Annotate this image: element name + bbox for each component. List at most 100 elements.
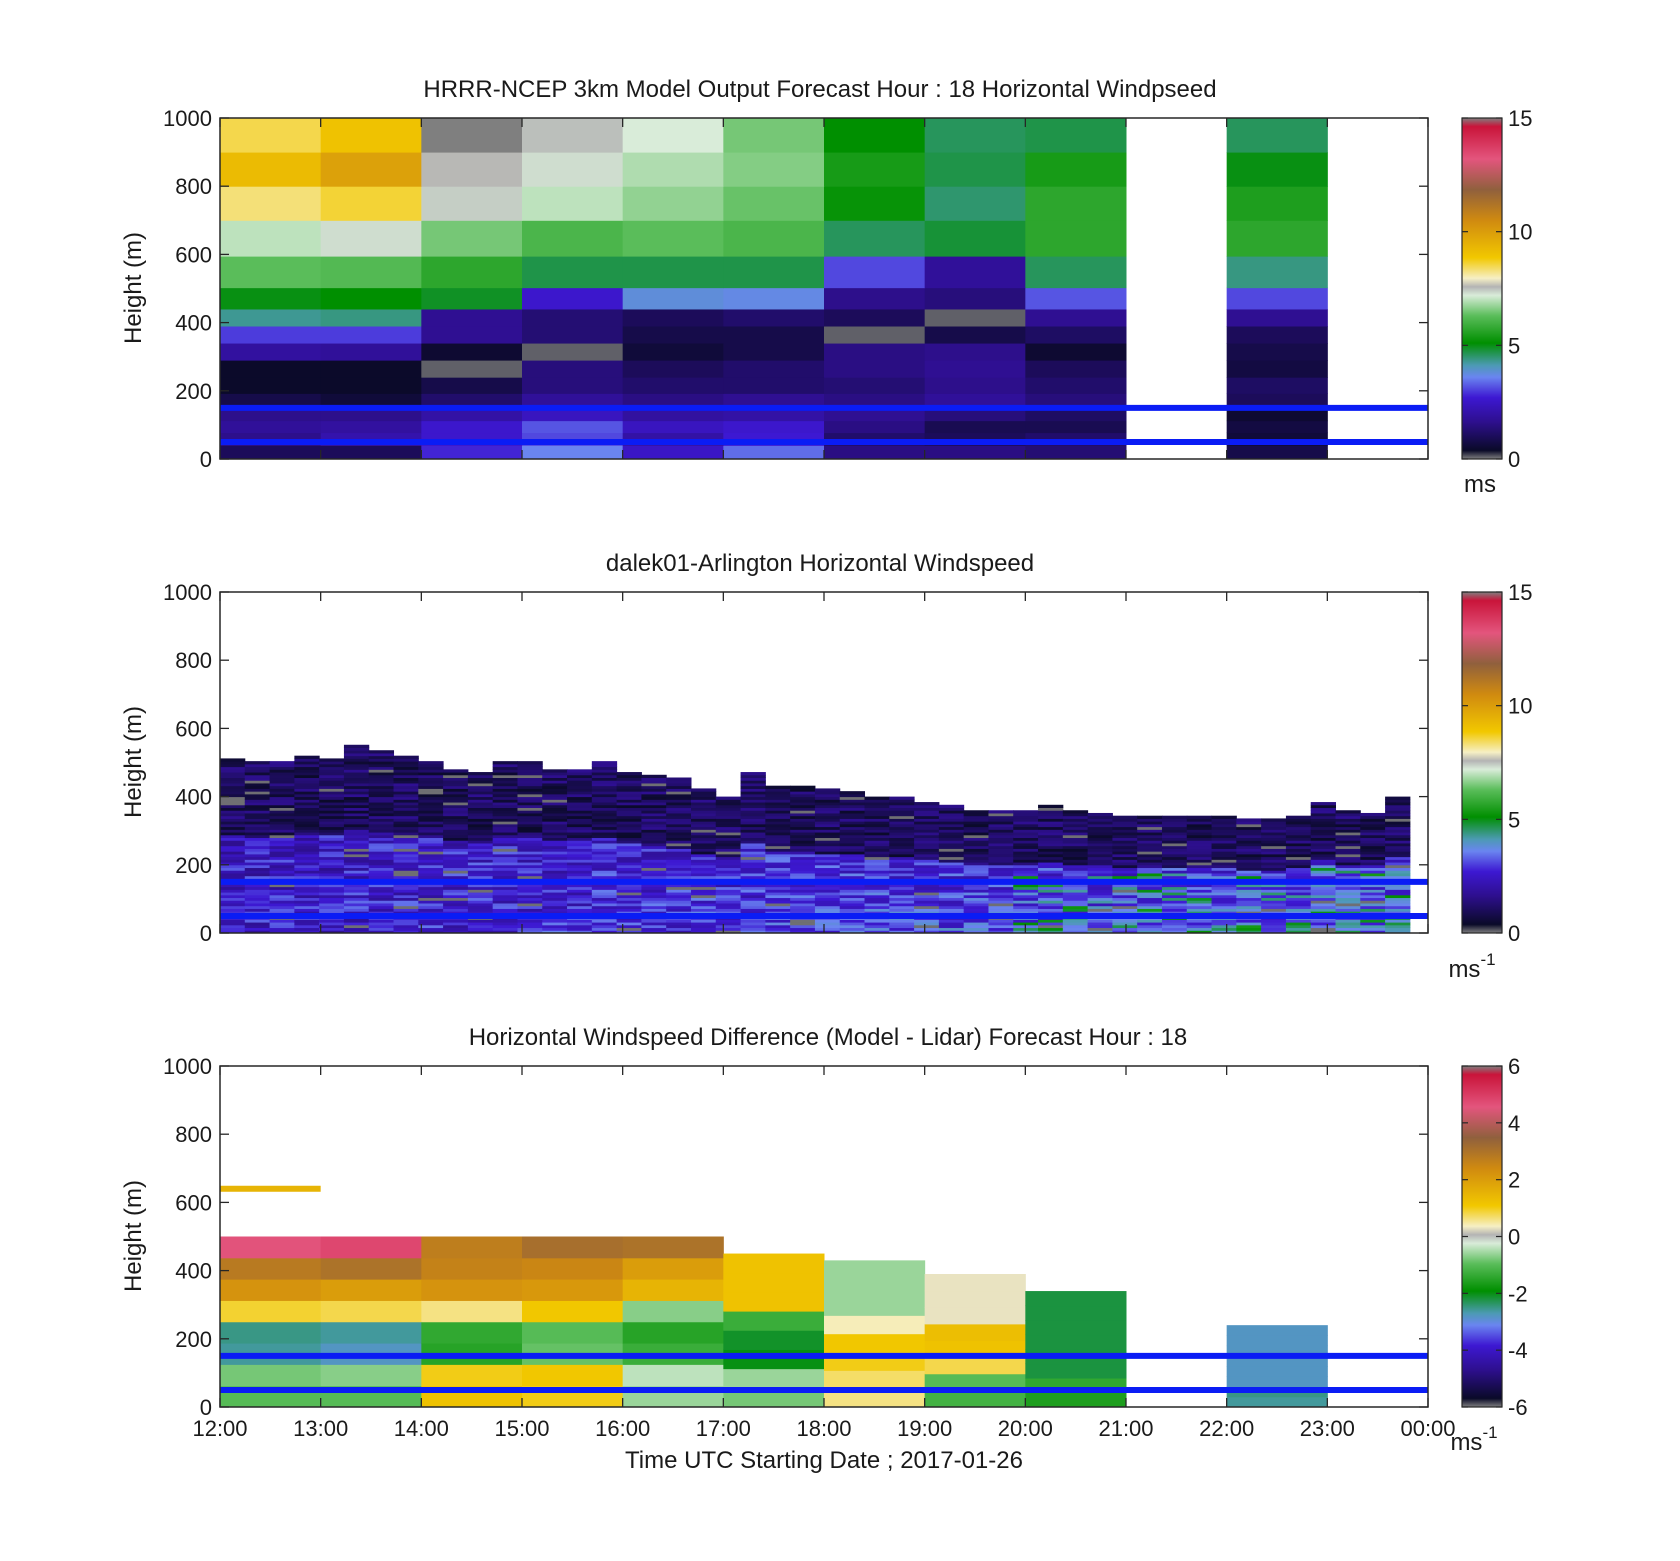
lidar-cell — [914, 870, 940, 874]
lidar-cell — [1137, 845, 1163, 849]
lidar-cell — [492, 769, 518, 773]
lidar-cell — [443, 840, 469, 844]
lidar-cell — [220, 763, 246, 768]
lidar-cell — [1137, 848, 1163, 852]
x-tick-label: 14:00 — [394, 1416, 449, 1441]
lidar-cell — [244, 796, 271, 800]
lidar-cell — [492, 911, 518, 915]
lidar-cell — [393, 774, 419, 779]
lidar-cell — [294, 905, 320, 909]
lidar-cell — [517, 859, 543, 863]
lidar-cell — [591, 859, 618, 863]
lidar-cell — [343, 927, 370, 931]
lidar-cell — [765, 840, 791, 844]
lidar-cell — [1385, 851, 1411, 855]
lidar-cell — [591, 823, 618, 828]
lidar-cell — [814, 889, 841, 893]
lidar-cell — [1087, 845, 1113, 849]
model-cell — [924, 326, 1026, 344]
model-cell — [622, 220, 724, 257]
lidar-cell — [839, 924, 866, 929]
lidar-cell — [591, 848, 618, 852]
lidar-cell — [1161, 834, 1188, 839]
lidar-cell — [1013, 862, 1039, 866]
lidar-cell — [914, 872, 940, 877]
lidar-cell — [666, 780, 692, 784]
lidar-cell — [616, 886, 642, 890]
lidar-cell — [839, 897, 866, 901]
lidar-cell — [1310, 810, 1337, 814]
lidar-cell — [343, 900, 370, 904]
panel-2-ref-lines — [220, 878, 1428, 919]
lidar-cell — [1137, 889, 1163, 893]
lidar-cell — [1186, 922, 1213, 926]
colorbar-tick-label: 5 — [1508, 333, 1520, 358]
lidar-cell — [1261, 886, 1287, 890]
lidar-cell — [790, 845, 816, 849]
lidar-cell — [616, 818, 642, 822]
lidar-cell — [1062, 832, 1089, 836]
lidar-cell — [914, 802, 940, 806]
difference-cell — [320, 1236, 422, 1259]
lidar-cell — [765, 856, 791, 860]
lidar-cell — [1211, 889, 1237, 893]
lidar-cell — [1087, 886, 1113, 890]
lidar-cell — [938, 821, 965, 825]
lidar-cell — [1236, 832, 1262, 836]
lidar-cell — [1087, 897, 1113, 901]
lidar-cell — [244, 900, 271, 904]
lidar-cell — [1112, 902, 1138, 907]
lidar-cell — [864, 900, 890, 904]
lidar-cell — [319, 799, 345, 803]
lidar-cell — [765, 788, 791, 792]
lidar-cell — [418, 802, 444, 806]
lidar-cell — [889, 872, 915, 877]
lidar-cell — [814, 818, 841, 822]
lidar-cell — [294, 829, 320, 833]
lidar-cell — [1112, 840, 1138, 844]
lidar-cell — [1137, 908, 1163, 912]
lidar-cell — [492, 905, 518, 909]
lidar-cell — [1385, 870, 1411, 874]
lidar-cell — [418, 761, 444, 765]
lidar-cell — [988, 823, 1014, 828]
lidar-cell — [1310, 823, 1337, 828]
lidar-cell — [269, 826, 295, 830]
lidar-cell — [616, 924, 642, 929]
lidar-cell — [418, 796, 444, 800]
lidar-cell — [269, 799, 295, 803]
lidar-cell — [443, 804, 469, 809]
lidar-cell — [1038, 892, 1064, 896]
lidar-cell — [666, 859, 692, 863]
lidar-cell — [542, 796, 568, 800]
lidar-cell — [1186, 829, 1213, 833]
lidar-cell — [591, 766, 618, 770]
lidar-cell — [1385, 823, 1411, 828]
lidar-cell — [1310, 927, 1337, 931]
lidar-cell — [914, 911, 940, 915]
lidar-cell — [1211, 851, 1237, 855]
lidar-cell — [641, 832, 667, 836]
lidar-cell — [690, 872, 717, 877]
lidar-cell — [616, 908, 642, 912]
lidar-cell — [1211, 927, 1237, 931]
lidar-cell — [864, 922, 890, 926]
lidar-cell — [889, 834, 915, 839]
lidar-cell — [220, 799, 246, 803]
lidar-cell — [1112, 897, 1138, 901]
lidar-cell — [542, 802, 568, 806]
model-cell — [320, 287, 422, 310]
lidar-cell — [839, 864, 866, 869]
lidar-cell — [1186, 851, 1213, 855]
lidar-cell — [1385, 900, 1411, 904]
lidar-cell — [765, 799, 791, 803]
model-cell — [924, 377, 1026, 394]
lidar-cell — [1013, 834, 1039, 839]
lidar-cell — [294, 758, 320, 762]
model-cell — [1226, 186, 1328, 221]
lidar-cell — [666, 867, 692, 871]
x-tick-label: 15:00 — [494, 1416, 549, 1441]
lidar-cell — [443, 777, 469, 781]
lidar-cell — [690, 924, 717, 929]
lidar-cell — [542, 908, 568, 912]
